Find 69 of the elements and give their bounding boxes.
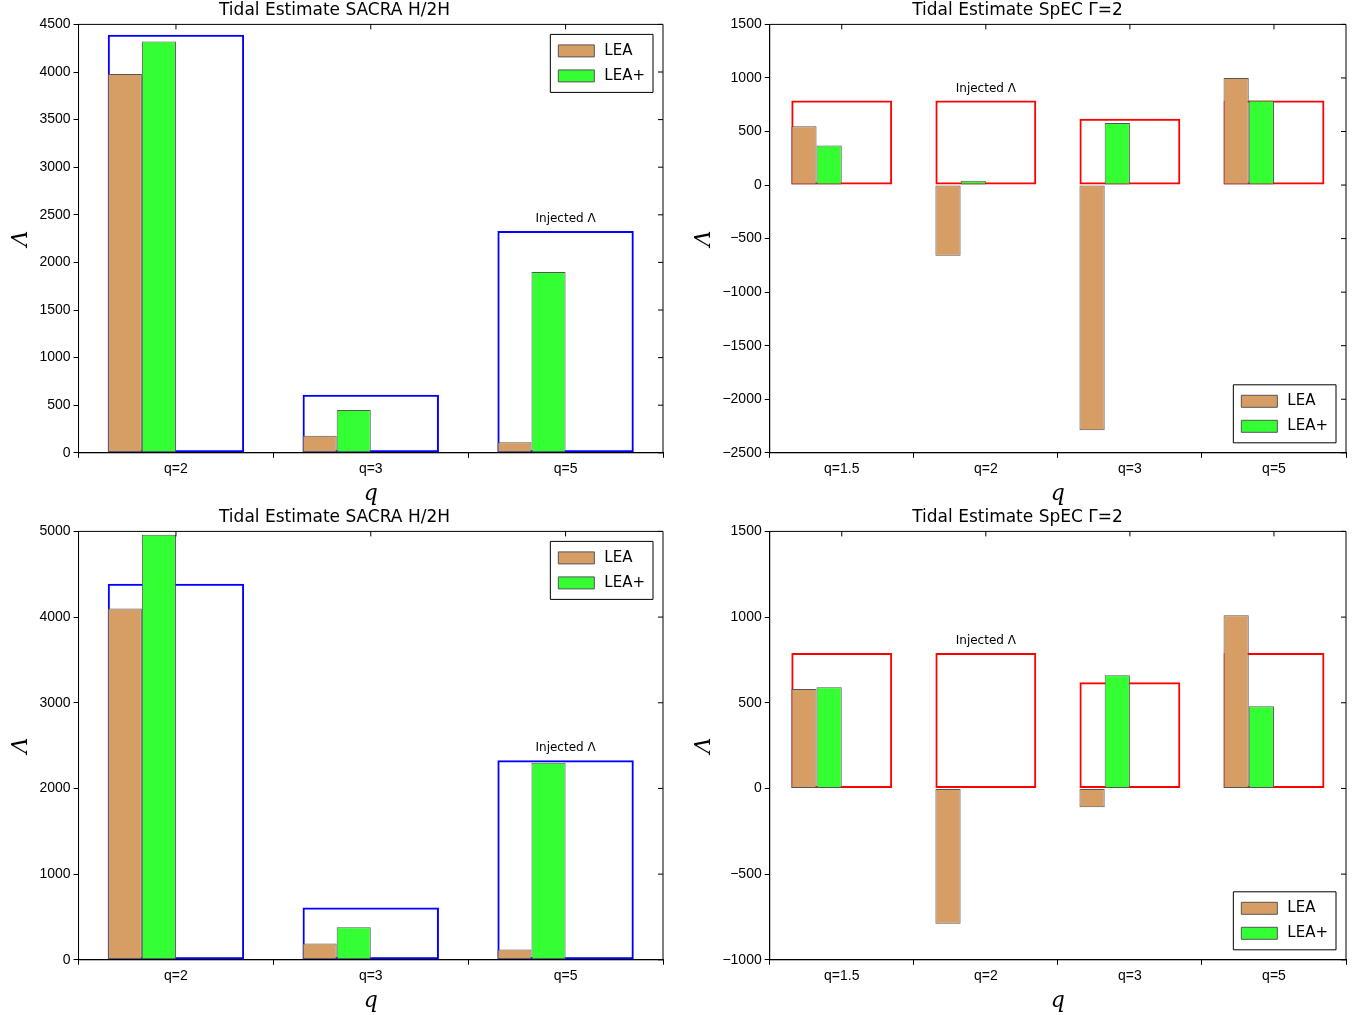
annotation: Injected Λ [535,211,597,226]
y-tick-label: 3000 [39,693,71,710]
y-tick-label: 4000 [39,62,71,79]
y-tick-label: 0 [62,950,71,967]
y-tick-label: 1500 [39,300,71,317]
x-tick-label: q=5 [553,460,578,477]
y-tick-label: 4500 [39,15,71,32]
chart-title: Tidal Estimate SpEC Γ=2 [911,0,1123,19]
x-tick-label: q=3 [358,460,383,477]
y-tick-label: 1000 [730,68,762,85]
x-tick-label: q=5 [1262,967,1287,984]
x-axis-title: q [1050,479,1065,505]
x-axis-title: q [1050,986,1065,1012]
x-tick-label: q=2 [164,967,189,984]
y-tick-label: 1000 [730,607,762,624]
legend-label: LEA [604,40,634,59]
y-tick-label: 1500 [730,15,762,32]
y-tick-label: 0 [62,443,71,460]
y-tick-label: −2000 [722,390,762,407]
y-tick-label: 2000 [39,253,71,270]
x-tick-label: q=2 [164,460,189,477]
y-tick-label: 1000 [39,864,71,881]
y-tick-label: 1000 [39,348,71,365]
x-tick-label: q=5 [1262,460,1287,477]
y-tick-label: 3000 [39,158,71,175]
y-tick-label: 0 [753,779,762,796]
annotation: Injected Λ [955,633,1017,648]
chart-title: Tidal Estimate SACRA H/2H [218,505,450,526]
legend-label: LEA+ [1287,416,1329,435]
y-tick-label: 2000 [39,779,71,796]
x-tick-label: q=2 [973,967,998,984]
y-tick-label: −1000 [722,283,762,300]
y-tick-label: 1500 [730,522,762,539]
y-axis-title: Λ [6,230,32,249]
legend-label: LEA [1287,898,1317,917]
y-tick-label: 500 [47,396,71,413]
chart-title: Tidal Estimate SpEC Γ=2 [911,505,1123,526]
y-tick-label: −1000 [722,950,762,967]
x-tick-label: q=3 [1118,967,1142,984]
y-tick-label: 5000 [39,522,71,539]
y-axis-title: Λ [689,230,715,249]
legend-label: LEA [1287,391,1317,410]
annotation: Injected Λ [535,740,597,755]
x-tick-label: q=1.5 [824,460,860,477]
y-tick-label: 3500 [39,110,71,127]
y-axis-title: Λ [6,737,32,756]
x-axis-title: q [363,986,378,1012]
y-tick-label: 0 [753,175,762,192]
y-tick-label: 2500 [39,205,71,222]
x-tick-label: q=2 [973,460,998,477]
y-tick-label: −2500 [722,443,762,460]
x-tick-label: q=1.5 [824,967,860,984]
y-tick-label: −500 [730,229,762,246]
x-axis-title: q [363,479,378,505]
legend-label: LEA+ [604,572,646,591]
y-tick-label: −500 [730,864,762,881]
x-tick-label: q=5 [553,967,578,984]
legend-label: LEA+ [604,65,646,84]
annotation: Injected Λ [955,80,1017,95]
y-axis-title: Λ [689,737,715,756]
x-tick-label: q=3 [358,967,383,984]
y-tick-label: −1500 [722,336,762,353]
legend-label: LEA+ [1287,923,1329,942]
chart-title: Tidal Estimate SACRA H/2H [218,0,450,19]
x-tick-label: q=3 [1118,460,1142,477]
y-tick-label: 500 [738,122,762,139]
y-tick-label: 500 [738,693,762,710]
legend-label: LEA [604,547,634,566]
y-tick-label: 4000 [39,607,71,624]
